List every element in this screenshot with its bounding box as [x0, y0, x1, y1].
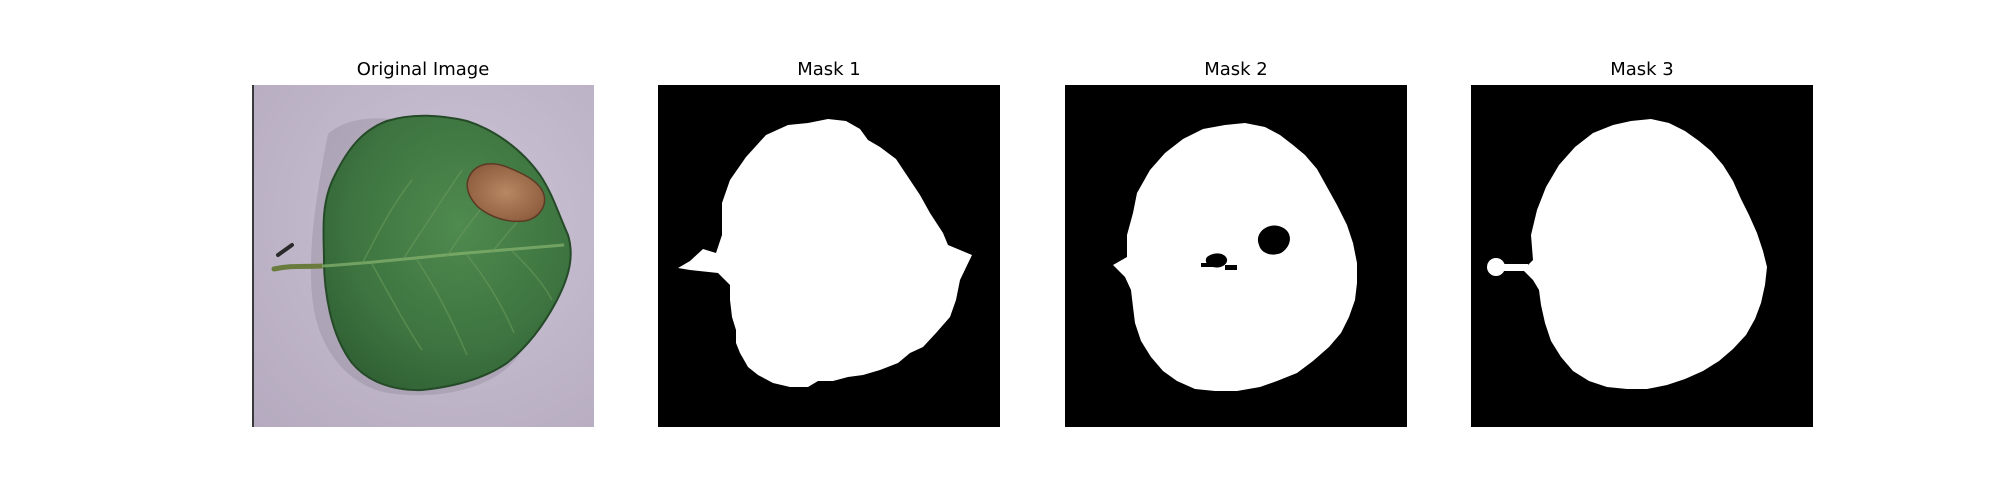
mask-2-image: [1065, 85, 1407, 427]
mask-2-leaf-shape: [1113, 123, 1357, 391]
panel-mask-2: Mask 2: [1065, 56, 1407, 446]
mask-1-image: [658, 85, 1000, 427]
panel-mask-1: Mask 1: [658, 56, 1000, 446]
panel-original-image: Original Image: [252, 56, 594, 446]
panel-mask-3: Mask 3: [1471, 56, 1813, 446]
mask-3-leaf-shape: [1523, 119, 1767, 389]
panel-title-original: Original Image: [356, 59, 490, 80]
panel-title-mask-1: Mask 1: [797, 59, 861, 80]
panel-title-mask-2: Mask 2: [1204, 59, 1268, 80]
mask-3-image: [1471, 85, 1813, 427]
leaf-lesion: [466, 162, 546, 223]
leaf-stem: [271, 263, 325, 272]
original-leaf-photo: [252, 85, 594, 427]
panel-title-mask-3: Mask 3: [1610, 59, 1674, 80]
mask-1-leaf-shape: [678, 119, 972, 387]
